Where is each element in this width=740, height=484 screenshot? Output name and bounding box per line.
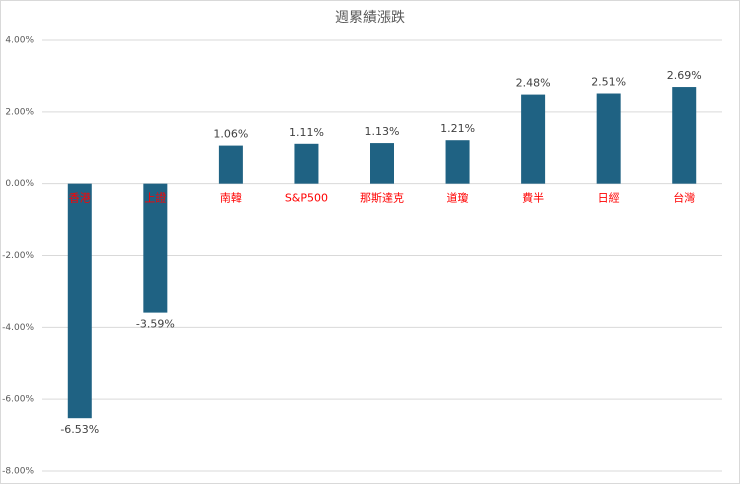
value-label: 2.51% xyxy=(591,76,626,89)
x-tick-label: 香港 xyxy=(69,192,91,205)
bar xyxy=(521,94,546,184)
y-tick-label: 4.00% xyxy=(5,36,34,46)
y-tick-label: 0.00% xyxy=(5,179,34,189)
x-tick-label: 上證 xyxy=(144,191,166,205)
x-tick-label: 道瓊 xyxy=(447,191,469,205)
y-tick-label: -4.00% xyxy=(2,323,34,333)
x-tick-label: 台灣 xyxy=(673,191,695,205)
x-tick-label: S&P500 xyxy=(285,192,328,205)
value-label: -6.53% xyxy=(60,423,99,436)
x-tick-label: 日經 xyxy=(598,191,620,205)
value-label: -3.59% xyxy=(136,318,175,331)
bar xyxy=(218,145,243,184)
y-tick-label: -8.00% xyxy=(2,467,34,477)
bar xyxy=(294,143,319,184)
value-label: 1.06% xyxy=(213,128,248,141)
chart-title: 週累績漲跌 xyxy=(335,10,405,26)
x-tick-label: 費半 xyxy=(522,191,544,205)
x-tick-label: 那斯達克 xyxy=(360,192,404,205)
bar xyxy=(370,143,394,184)
y-tick-label: -6.00% xyxy=(2,395,34,405)
bar xyxy=(143,183,168,313)
value-label: 1.11% xyxy=(289,126,324,139)
bar xyxy=(596,93,621,184)
value-label: 1.13% xyxy=(365,125,400,138)
bar xyxy=(672,87,697,184)
bar xyxy=(445,140,470,184)
bar xyxy=(67,183,92,419)
value-label: 2.48% xyxy=(516,77,551,90)
value-label: 1.21% xyxy=(440,122,475,135)
y-tick-label: 2.00% xyxy=(5,107,34,117)
y-tick-label: -2.00% xyxy=(2,251,34,261)
value-label: 2.69% xyxy=(667,69,702,82)
x-tick-label: 南韓 xyxy=(220,192,242,205)
